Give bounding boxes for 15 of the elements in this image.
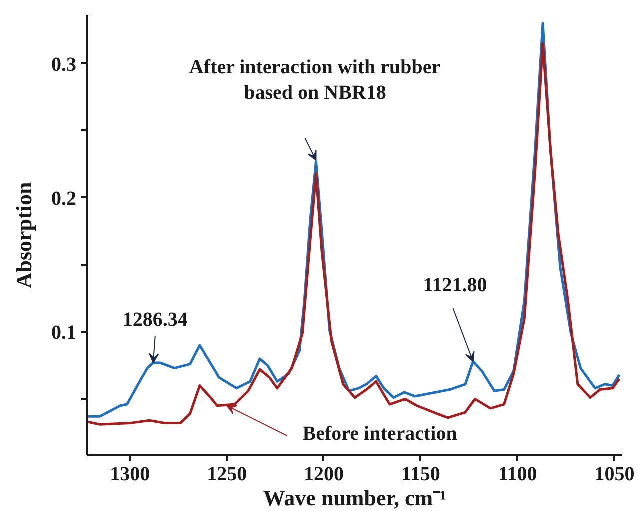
y-tick-label: 0.1 xyxy=(52,322,76,344)
x-tick-label: 1150 xyxy=(401,464,440,486)
x-axis-title: Wave number, cm⁻¹ xyxy=(263,486,447,510)
x-tick-label: 1050 xyxy=(594,464,635,486)
annotation: After interaction with rubber based on NBR18 xyxy=(189,56,441,104)
annotation: 1286.34 xyxy=(122,308,188,331)
y-tick-label: 0.3 xyxy=(52,54,76,76)
x-tick-label: 1200 xyxy=(304,464,344,486)
y-axis-title: Absorption xyxy=(12,182,36,289)
y-tick-label: 0.2 xyxy=(52,188,76,210)
x-tick-label: 1250 xyxy=(207,464,248,486)
annotation: Before interaction xyxy=(302,422,458,445)
x-tick-label: 1300 xyxy=(110,464,150,486)
annotation: 1121.80 xyxy=(423,274,488,297)
x-tick-label: 1100 xyxy=(498,464,538,486)
